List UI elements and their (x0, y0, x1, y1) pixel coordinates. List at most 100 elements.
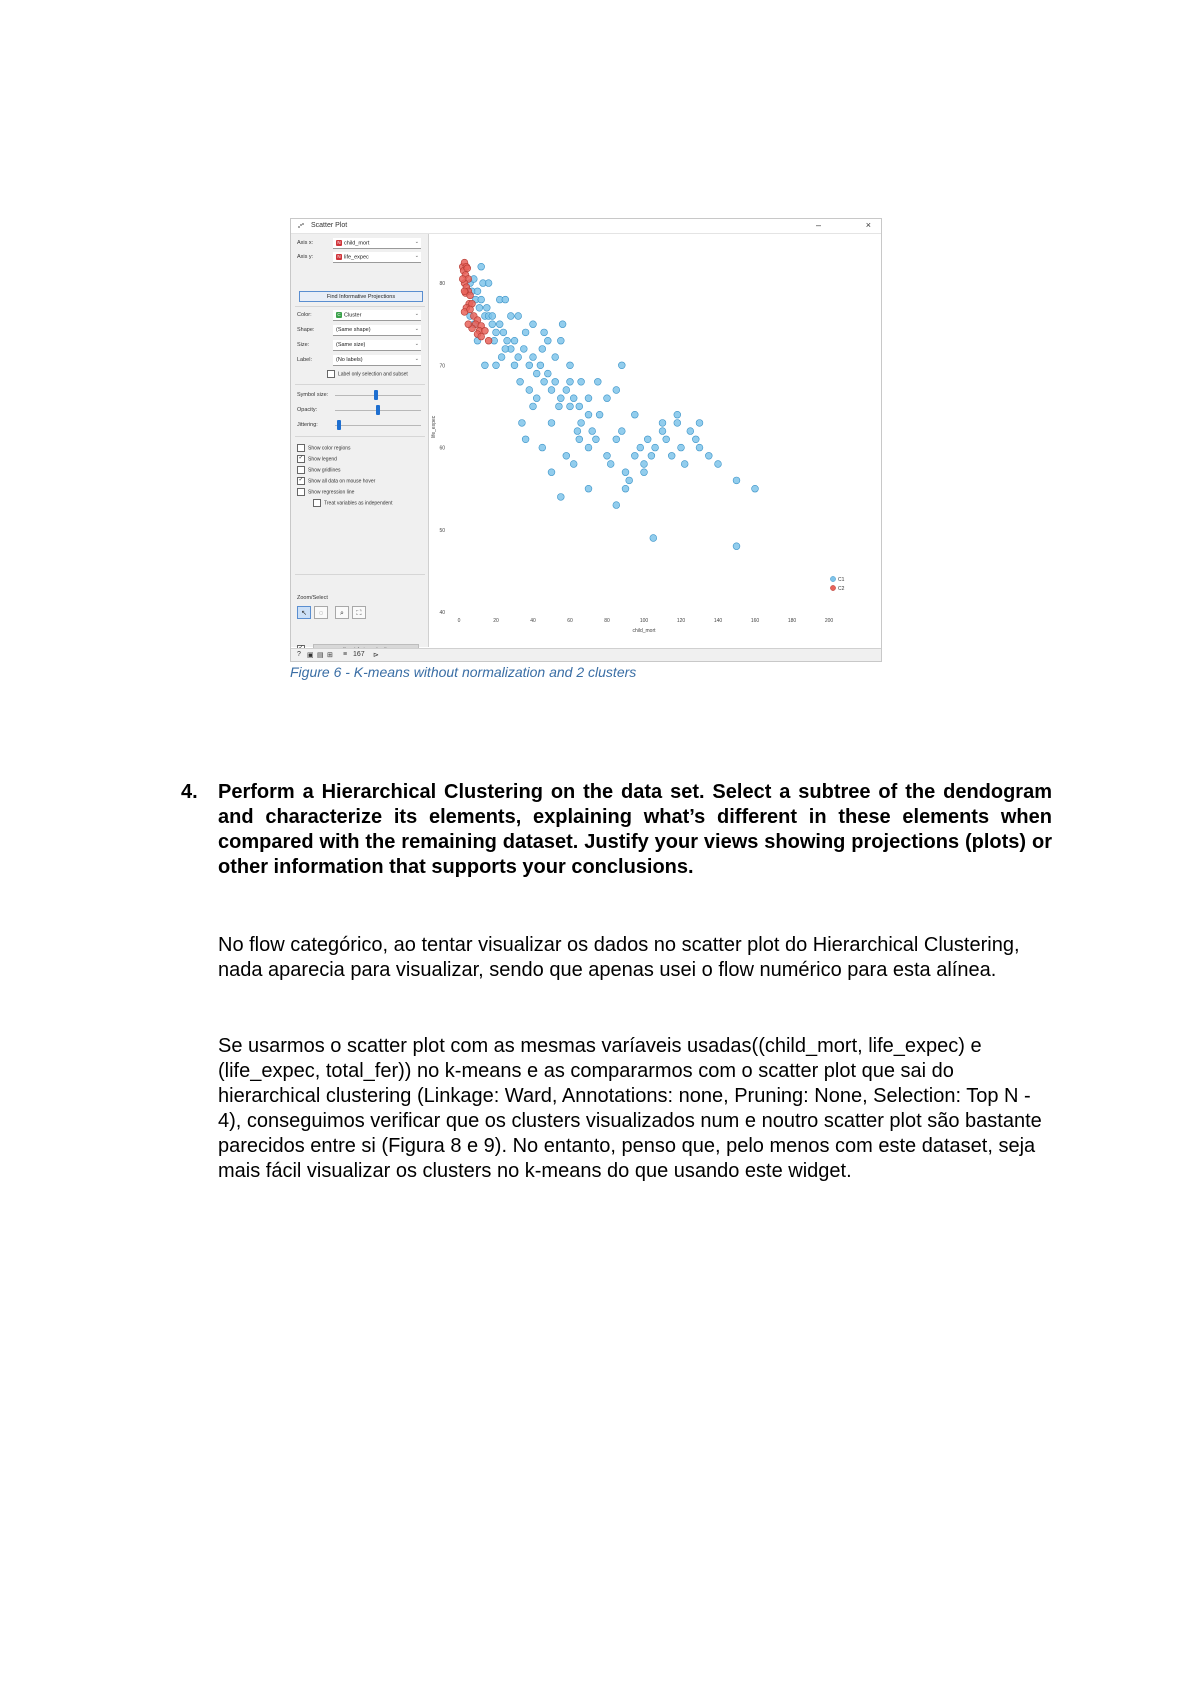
option-checkbox[interactable]: Show color regions (297, 444, 351, 453)
data-point-c1 (501, 295, 510, 304)
data-point-c2 (463, 264, 471, 272)
minimize-icon[interactable]: – (815, 220, 821, 230)
data-point-c1 (529, 353, 537, 361)
data-point-c2 (466, 305, 474, 314)
opacity-slider[interactable] (376, 405, 381, 415)
status-bar: ? ▣ ▤ ⊞ ≡ 167 ⊳ (291, 648, 881, 661)
symbol-size-label: Symbol size: (297, 392, 329, 398)
label-combo[interactable]: (No labels) ⌄ (333, 355, 421, 366)
data-point-c1 (566, 402, 574, 411)
data-point-c1 (557, 493, 565, 501)
data-point-c1 (625, 476, 633, 485)
data-point-c1 (497, 353, 506, 361)
numeric-variable-icon: N (336, 254, 342, 260)
window-titlebar: Scatter Plot – × (291, 219, 881, 234)
close-icon[interactable]: × (865, 220, 871, 230)
data-point-c1 (507, 312, 515, 320)
shape-combo[interactable]: (Same shape) ⌄ (333, 325, 421, 336)
data-point-c1 (603, 452, 611, 460)
data-point-c1 (538, 443, 547, 452)
chevron-down-icon: ⌄ (414, 326, 419, 332)
checkbox-box (327, 370, 335, 378)
option-label: Show color regions (308, 445, 351, 452)
data-point-c1 (668, 452, 676, 460)
data-point-c1 (636, 443, 645, 452)
option-checkbox[interactable]: Treat variables as independent (313, 499, 392, 508)
divider (295, 384, 425, 385)
chevron-down-icon: ⌄ (414, 253, 419, 259)
axis-x-label: Axis x: (297, 240, 314, 246)
data-point-c1 (516, 378, 524, 386)
data-point-c1 (658, 427, 667, 435)
data-point-c1 (475, 304, 484, 312)
find-projections-button[interactable]: Find Informative Projections (299, 291, 423, 302)
reset-zoom-button[interactable]: ⛶ (352, 606, 366, 619)
x-axis-label: child_mort (632, 628, 656, 634)
option-checkbox[interactable]: Show gridlines (297, 466, 341, 475)
axis-y-value: life_expec (344, 254, 369, 261)
label-only-selection-checkbox[interactable]: Label only selection and subset (327, 370, 408, 379)
save-image-icon[interactable]: ▣ (307, 652, 314, 659)
data-point-c1 (521, 435, 530, 444)
divider (295, 306, 425, 307)
data-point-c1 (584, 411, 593, 419)
select-pointer-button[interactable]: ↖ (297, 606, 311, 619)
data-point-c2 (464, 320, 472, 328)
option-label: Treat variables as independent (324, 500, 393, 507)
data-point-c1 (484, 279, 493, 287)
color-combo[interactable]: C Cluster ⌄ (333, 310, 421, 321)
option-checkbox[interactable]: ✓ Show all data on mouse hover (297, 477, 375, 486)
data-point-c2 (466, 291, 474, 300)
data-point-c1 (692, 435, 700, 444)
data-point-c1 (477, 295, 485, 304)
size-combo[interactable]: (Same size) ⌄ (333, 340, 421, 351)
lasso-select-button[interactable]: ◌ (314, 606, 328, 619)
data-point-c1 (547, 419, 556, 427)
option-checkbox[interactable]: Show regression line (297, 488, 354, 497)
data-point-c1 (673, 419, 682, 427)
data-point-c1 (631, 411, 639, 419)
data-point-c1 (501, 345, 510, 353)
zoom-select-group: Zoom/Select ↖ ◌ ⌕ ⛶ (297, 595, 423, 625)
legend-label: C2 (838, 586, 845, 592)
data-point-c1 (483, 304, 491, 312)
divider (295, 436, 425, 437)
data-point-c1 (705, 452, 713, 460)
data-point-c2 (459, 275, 467, 283)
data-point-c1 (594, 378, 602, 386)
option-checkbox[interactable]: ✓ Show legend (297, 455, 337, 464)
data-point-c1 (621, 468, 630, 476)
data-point-c1 (525, 386, 534, 394)
shape-row: Shape: (Same shape) ⌄ (297, 325, 423, 336)
x-tick-label: 40 (530, 618, 536, 624)
data-point-c1 (588, 427, 596, 435)
size-row: Size: (Same size) ⌄ (297, 340, 423, 351)
label-only-selection-text: Label only selection and subset (338, 371, 408, 378)
output-icon: ⊳ (373, 652, 379, 659)
data-point-c1 (488, 312, 496, 320)
axis-x-value: child_mort (344, 240, 370, 247)
plot-area[interactable]: 0 20 40 60 80 100 120 140 160 180 200 40 50 60 70 80 chi… (429, 234, 882, 647)
data-point-c1 (481, 361, 489, 370)
data-point-c1 (538, 345, 547, 353)
help-icon[interactable]: ? (297, 651, 301, 658)
zoom-in-button[interactable]: ⌕ (335, 606, 349, 619)
data-point-c1 (557, 394, 565, 402)
data-point-c1 (520, 345, 528, 353)
data-point-c1 (514, 353, 522, 361)
data-point-c1 (640, 468, 648, 476)
report-icon[interactable]: ▤ (317, 652, 324, 659)
print-icon[interactable]: ⊞ (327, 652, 333, 659)
symbol-size-slider[interactable] (373, 390, 378, 400)
data-point-c1 (536, 361, 545, 370)
option-label: Show all data on mouse hover (308, 478, 376, 485)
data-point-c1 (558, 320, 567, 328)
scatter-plot[interactable]: 0 20 40 60 80 100 120 140 160 180 200 40 50 60 70 80 chi… (429, 234, 882, 647)
jittering-slider[interactable] (336, 420, 341, 430)
x-tick-label: 100 (640, 618, 649, 624)
